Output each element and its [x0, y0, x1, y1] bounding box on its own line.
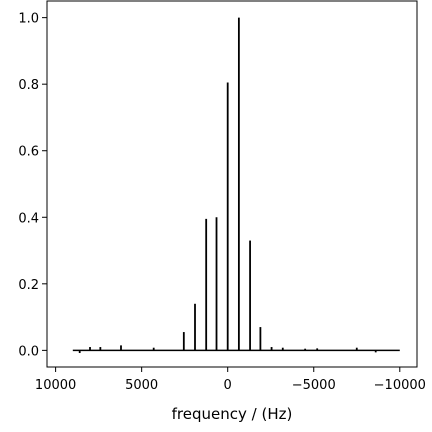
x-tick-label: −5000 — [292, 378, 336, 393]
y-tick-label: 1.0 — [18, 12, 39, 27]
y-tick-label: 0.0 — [18, 344, 39, 359]
x-tick-label: −10000 — [374, 378, 426, 393]
y-axis: 0.0 0.2 0.4 0.6 0.8 1.0 — [18, 12, 47, 359]
x-tick-label: 10000 — [35, 378, 76, 393]
x-tick-label: 0 — [224, 378, 232, 393]
stick-spectrum — [72, 17, 400, 354]
x-axis: 10000 5000 0 −5000 −10000 — [35, 367, 426, 393]
x-tick-label: 5000 — [125, 378, 158, 393]
plot-frame — [46, 0, 418, 368]
y-tick-label: 0.8 — [18, 78, 39, 93]
x-axis-label: frequency / (Hz) — [172, 405, 293, 423]
y-tick-label: 0.6 — [18, 145, 39, 160]
y-tick-label: 0.4 — [18, 211, 39, 226]
y-tick-label: 0.2 — [18, 278, 39, 293]
